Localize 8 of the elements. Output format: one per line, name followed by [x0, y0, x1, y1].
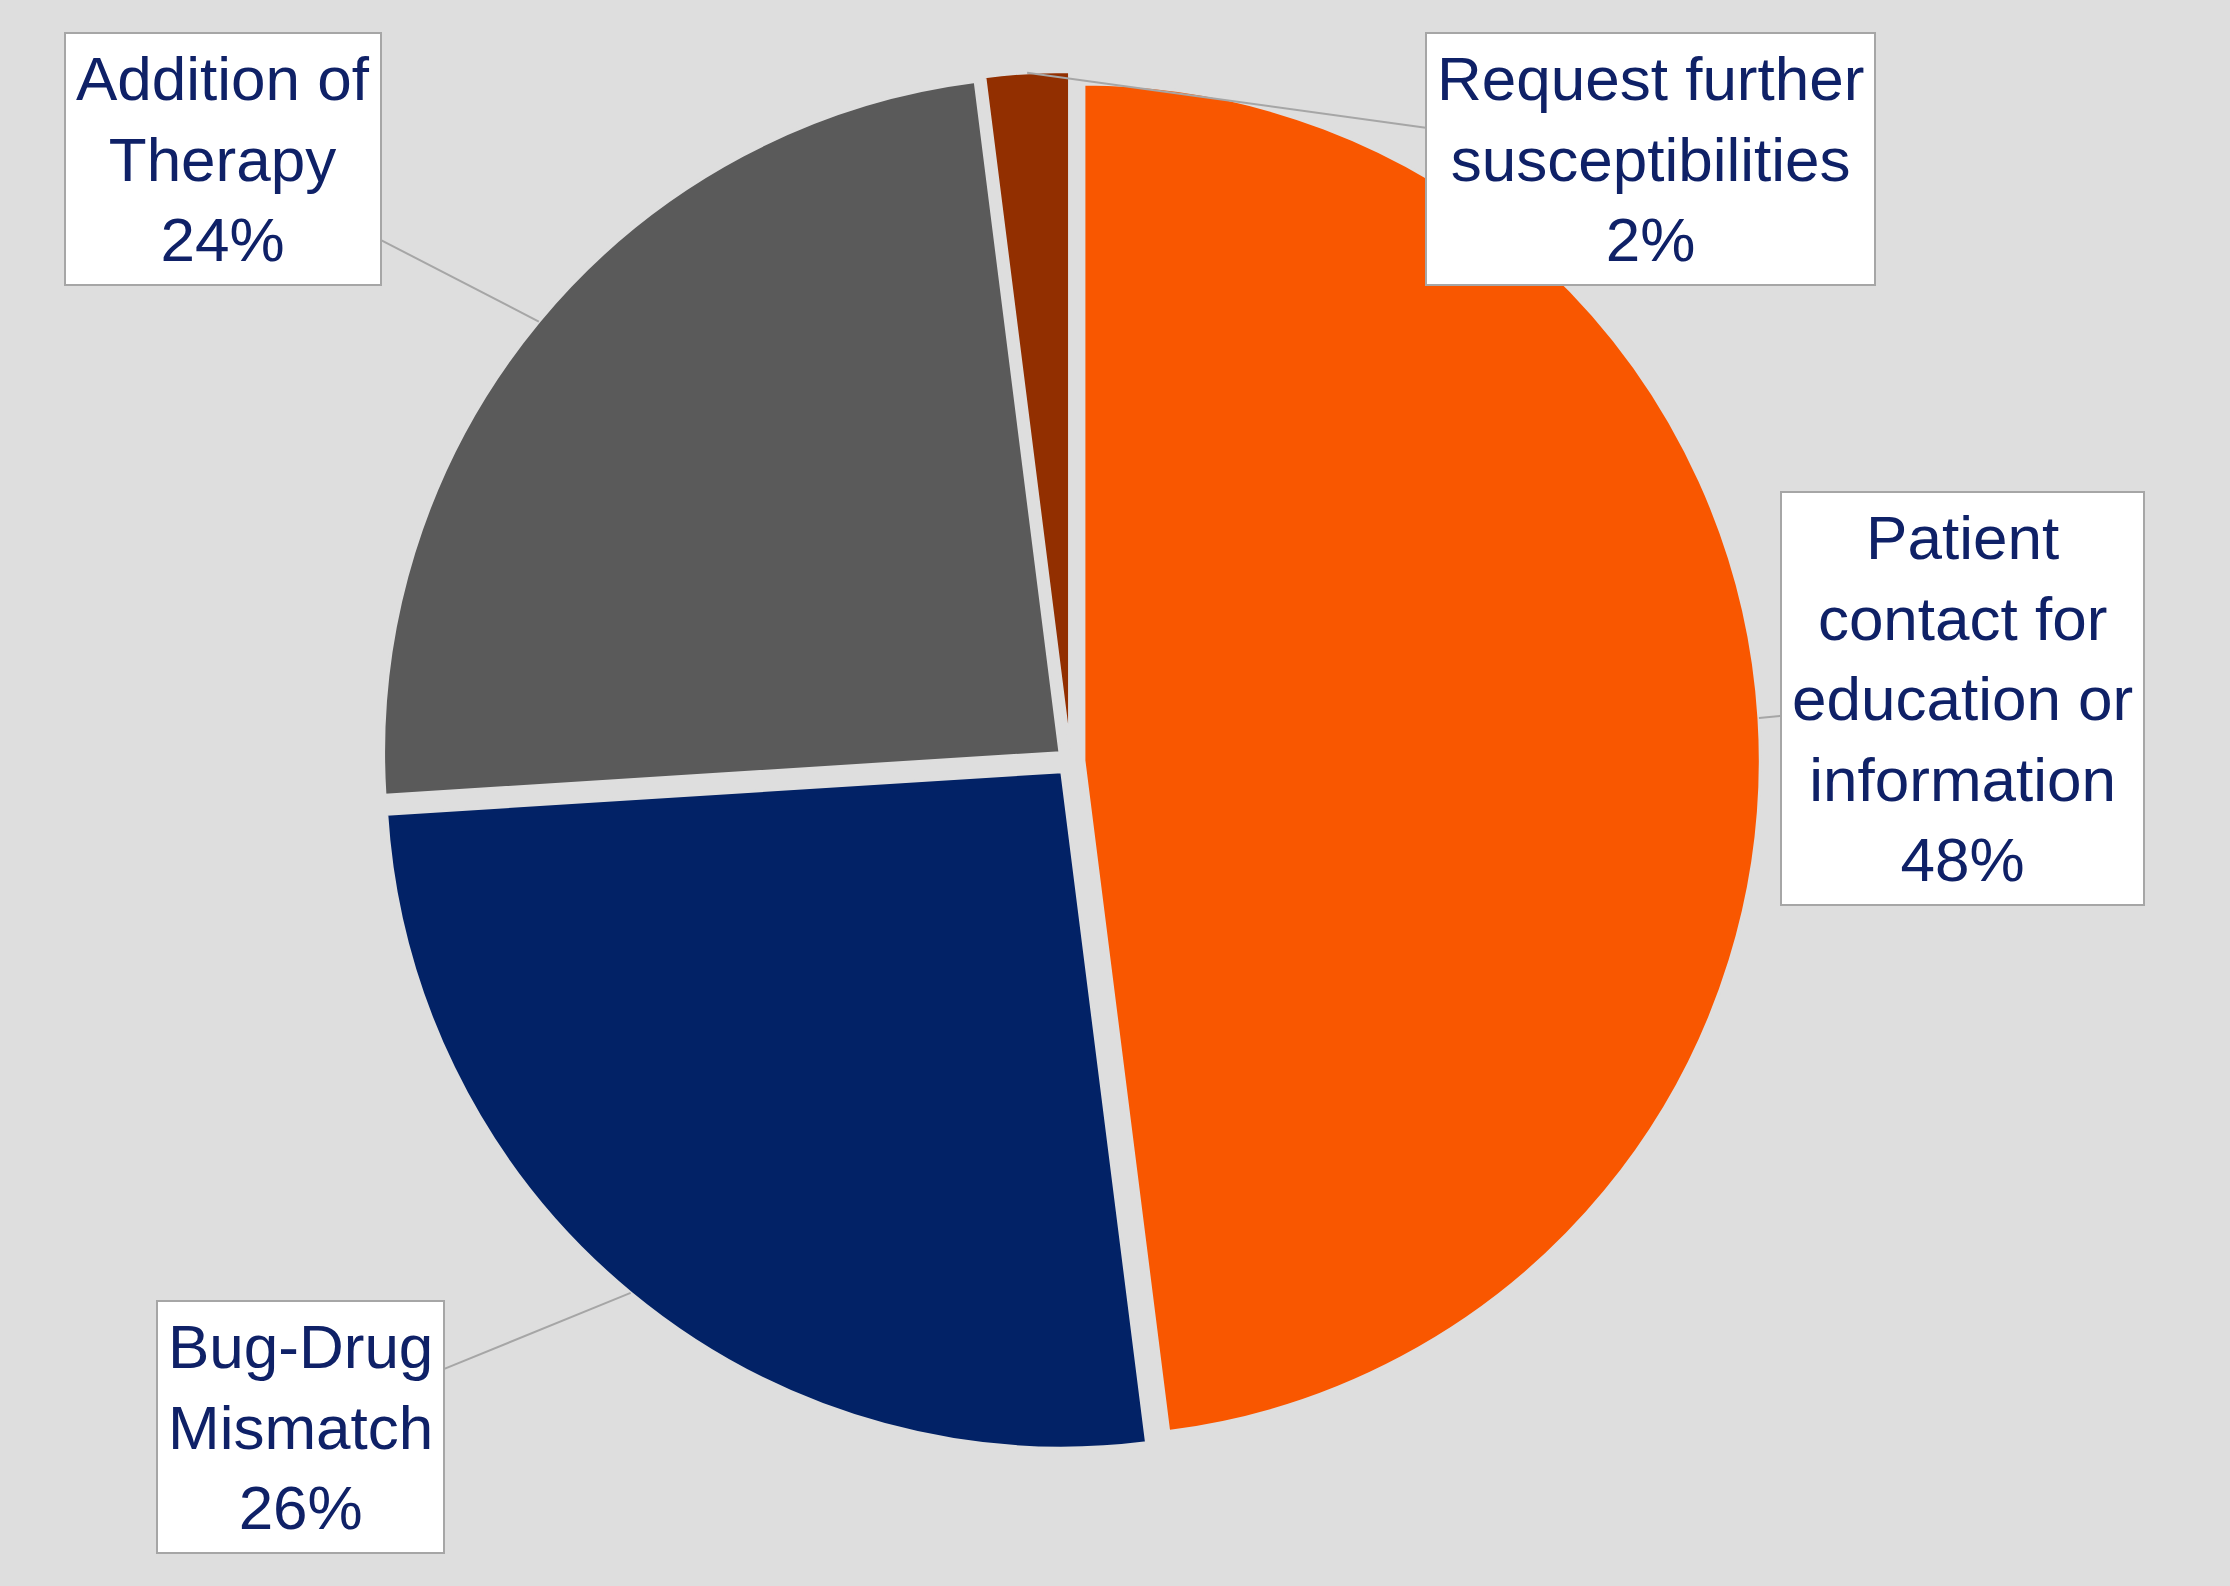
slice-label: Addition of Therapy — [76, 44, 370, 194]
data-label: 2% — [1605, 205, 1696, 275]
data-label: 26% — [238, 1473, 363, 1543]
data-label: 24% — [160, 205, 285, 275]
data-label: 48% — [1900, 825, 2025, 895]
slice-label: Patient contact for education or information — [1792, 503, 2134, 814]
slice-label: Bug-Drug Mismatch — [168, 1312, 434, 1462]
slice-label: Request further susceptibilities — [1437, 44, 1865, 194]
